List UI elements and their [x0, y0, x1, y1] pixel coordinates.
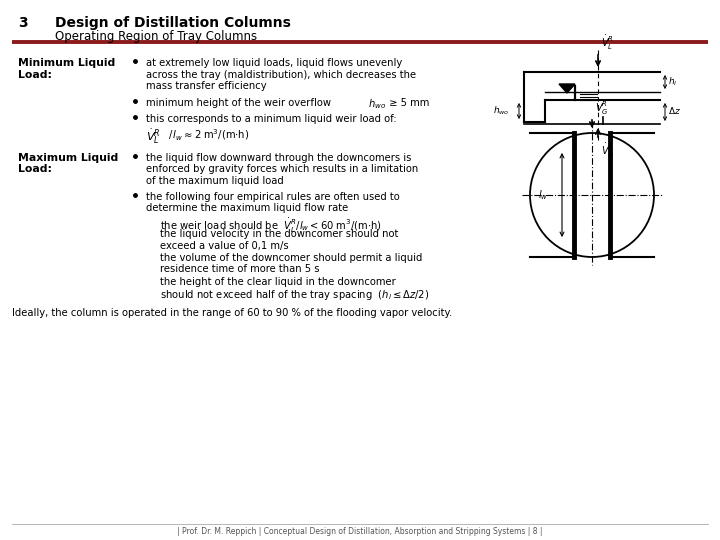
Text: the following four empirical rules are often used to: the following four empirical rules are o…	[146, 192, 400, 201]
Text: the volume of the downcomer should permit a liquid: the volume of the downcomer should permi…	[160, 253, 423, 263]
Text: across the tray (maldistribution), which decreases the: across the tray (maldistribution), which…	[146, 70, 416, 79]
Text: $\dot{V}_L^R$: $\dot{V}_L^R$	[146, 127, 161, 146]
Text: | Prof. Dr. M. Reppich | Conceptual Design of Distillation, Absorption and Strip: | Prof. Dr. M. Reppich | Conceptual Desi…	[177, 527, 543, 536]
Text: $\dot{V}_G^R$: $\dot{V}_G^R$	[595, 99, 608, 117]
Text: this corresponds to a minimum liquid weir load of:: this corresponds to a minimum liquid wei…	[146, 114, 397, 124]
Text: $/ \, l_w \approx 2 \; \mathrm{m}^3/(\mathrm{m}{\cdot}\mathrm{h})$: $/ \, l_w \approx 2 \; \mathrm{m}^3/(\ma…	[168, 127, 249, 143]
Text: the weir load should be  $\dot{V}_L^R / l_w < 60 \; \mathrm{m}^3/(\mathrm{m}{\cd: the weir load should be $\dot{V}_L^R / l…	[160, 217, 382, 235]
Text: $h_{wo}$: $h_{wo}$	[368, 98, 386, 111]
Text: minimum height of the weir overflow: minimum height of the weir overflow	[146, 98, 337, 107]
Text: exceed a value of 0,1 m/s: exceed a value of 0,1 m/s	[160, 240, 289, 251]
Text: the height of the clear liquid in the downcomer: the height of the clear liquid in the do…	[160, 277, 396, 287]
Text: Load:: Load:	[18, 70, 52, 79]
Text: of the maximum liquid load: of the maximum liquid load	[146, 176, 284, 186]
Text: $\dot{V}_G^R$: $\dot{V}_G^R$	[601, 142, 615, 160]
Text: Minimum Liquid: Minimum Liquid	[18, 58, 115, 68]
Text: $h_{wo}$: $h_{wo}$	[493, 105, 510, 117]
Text: the liquid flow downward through the downcomers is: the liquid flow downward through the dow…	[146, 153, 411, 163]
Text: $\dot{V}_L^R$: $\dot{V}_L^R$	[601, 34, 614, 52]
Text: should not exceed half of the tray spacing  $(h_l \leq \Delta z/2)$: should not exceed half of the tray spaci…	[160, 288, 429, 302]
Text: determine the maximum liquid flow rate: determine the maximum liquid flow rate	[146, 203, 348, 213]
Text: residence time of more than 5 s: residence time of more than 5 s	[160, 265, 320, 274]
Text: Ideally, the column is operated in the range of 60 to 90 % of the flooding vapor: Ideally, the column is operated in the r…	[12, 308, 452, 318]
Polygon shape	[559, 84, 575, 93]
Text: the liquid velocity in the downcomer should not: the liquid velocity in the downcomer sho…	[160, 229, 398, 239]
Text: $h_l$: $h_l$	[668, 76, 678, 88]
Text: ≥ 5 mm: ≥ 5 mm	[386, 98, 429, 107]
Text: Design of Distillation Columns: Design of Distillation Columns	[55, 16, 291, 30]
Text: Load:: Load:	[18, 165, 52, 174]
Text: $\Delta z$: $\Delta z$	[668, 105, 681, 117]
Text: Maximum Liquid: Maximum Liquid	[18, 153, 118, 163]
Text: at extremely low liquid loads, liquid flows unevenly: at extremely low liquid loads, liquid fl…	[146, 58, 402, 68]
Text: $l_w$: $l_w$	[538, 188, 548, 202]
Text: enforced by gravity forces which results in a limitation: enforced by gravity forces which results…	[146, 165, 418, 174]
Text: Operating Region of Tray Columns: Operating Region of Tray Columns	[55, 30, 257, 43]
Text: mass transfer efficiency: mass transfer efficiency	[146, 81, 266, 91]
Text: 3: 3	[18, 16, 27, 30]
